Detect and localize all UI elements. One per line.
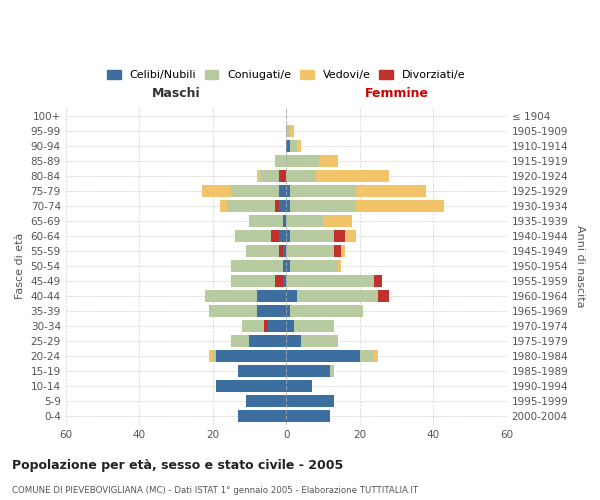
Bar — [279, 186, 286, 197]
Bar — [279, 200, 286, 212]
Y-axis label: Fasce di età: Fasce di età — [15, 233, 25, 300]
Bar — [360, 350, 374, 362]
Bar — [271, 230, 279, 242]
Bar — [286, 306, 290, 317]
Bar — [202, 186, 231, 197]
Bar — [286, 260, 290, 272]
Bar — [290, 186, 356, 197]
Bar — [286, 396, 334, 407]
Bar — [286, 186, 290, 197]
Bar — [217, 350, 286, 362]
Text: COMUNE DI PIEVEBOVIGLIANA (MC) - Dati ISTAT 1° gennaio 2005 - Elaborazione TUTTI: COMUNE DI PIEVEBOVIGLIANA (MC) - Dati IS… — [12, 486, 418, 495]
Bar — [286, 230, 290, 242]
Bar — [374, 276, 382, 287]
Bar — [286, 320, 293, 332]
Bar — [264, 320, 268, 332]
Bar — [250, 216, 283, 227]
Bar — [238, 410, 286, 422]
Bar — [331, 366, 334, 377]
Bar — [283, 276, 286, 287]
Bar — [283, 246, 286, 257]
Bar — [319, 156, 338, 167]
Bar — [231, 276, 283, 287]
Bar — [231, 186, 279, 197]
Bar — [297, 290, 378, 302]
Bar — [286, 200, 290, 212]
Bar — [286, 216, 323, 227]
Bar — [275, 276, 283, 287]
Text: Maschi: Maschi — [152, 86, 200, 100]
Bar — [257, 170, 260, 182]
Bar — [220, 200, 227, 212]
Bar — [286, 246, 334, 257]
Bar — [209, 350, 212, 362]
Bar — [212, 350, 217, 362]
Bar — [286, 336, 301, 347]
Bar — [334, 230, 345, 242]
Bar — [209, 306, 257, 317]
Bar — [246, 246, 283, 257]
Legend: Celibi/Nubili, Coniugati/e, Vedovi/e, Divorziati/e: Celibi/Nubili, Coniugati/e, Vedovi/e, Di… — [103, 65, 469, 84]
Bar — [286, 140, 290, 152]
Bar — [286, 410, 331, 422]
Bar — [290, 230, 334, 242]
Bar — [356, 186, 426, 197]
Y-axis label: Anni di nascita: Anni di nascita — [575, 225, 585, 308]
Bar — [279, 230, 286, 242]
Text: Femmine: Femmine — [364, 86, 428, 100]
Bar — [286, 170, 316, 182]
Bar — [286, 290, 297, 302]
Bar — [378, 290, 389, 302]
Bar — [257, 290, 286, 302]
Bar — [275, 200, 279, 212]
Bar — [316, 170, 389, 182]
Bar — [293, 320, 334, 332]
Bar — [286, 366, 331, 377]
Text: Popolazione per età, sesso e stato civile - 2005: Popolazione per età, sesso e stato civil… — [12, 460, 343, 472]
Bar — [231, 336, 250, 347]
Bar — [286, 380, 312, 392]
Bar — [279, 246, 283, 257]
Bar — [286, 126, 290, 137]
Bar — [334, 230, 356, 242]
Bar — [268, 320, 286, 332]
Bar — [283, 260, 286, 272]
Bar — [242, 320, 268, 332]
Bar — [323, 216, 352, 227]
Bar — [279, 170, 286, 182]
Bar — [334, 246, 345, 257]
Bar — [260, 170, 286, 182]
Bar — [205, 290, 257, 302]
Bar — [283, 216, 286, 227]
Bar — [217, 380, 286, 392]
Bar — [290, 126, 293, 137]
Bar — [338, 260, 341, 272]
Bar — [374, 350, 378, 362]
Bar — [334, 246, 341, 257]
Bar — [250, 336, 286, 347]
Bar — [275, 156, 286, 167]
Bar — [286, 156, 319, 167]
Bar — [297, 140, 301, 152]
Bar — [290, 140, 297, 152]
Bar — [231, 260, 283, 272]
Bar — [286, 276, 374, 287]
Bar — [301, 336, 338, 347]
Bar — [235, 230, 279, 242]
Bar — [286, 350, 360, 362]
Bar — [238, 366, 286, 377]
Bar — [290, 306, 364, 317]
Bar — [246, 396, 286, 407]
Bar — [290, 200, 356, 212]
Bar — [257, 306, 286, 317]
Bar — [356, 200, 444, 212]
Bar — [227, 200, 279, 212]
Bar — [290, 260, 338, 272]
Bar — [374, 276, 378, 287]
